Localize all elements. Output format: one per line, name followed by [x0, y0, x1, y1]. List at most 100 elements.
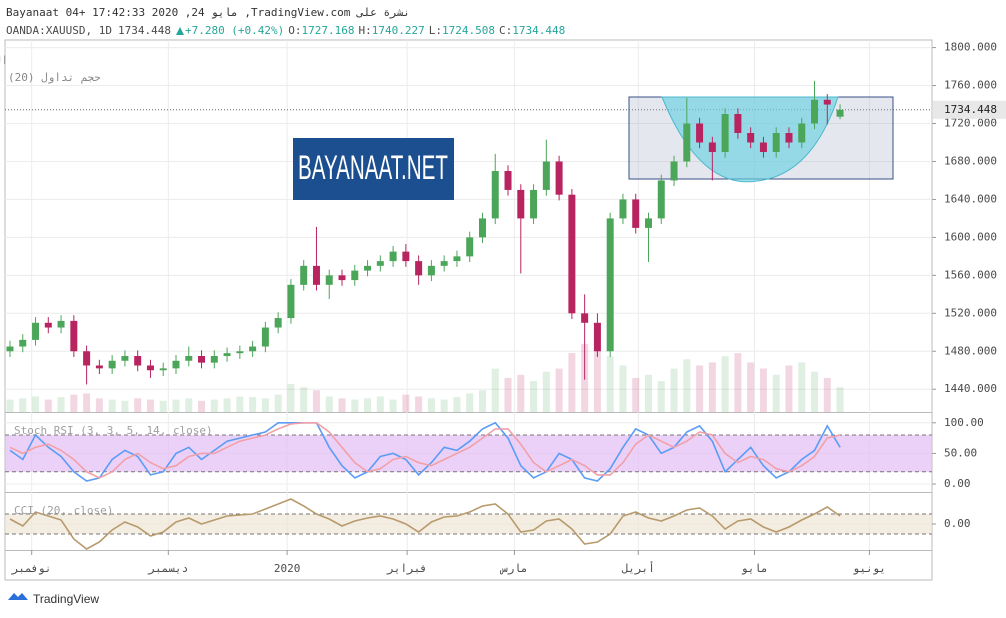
logo-box [293, 138, 454, 200]
volume-bar [696, 365, 704, 412]
volume-bar [6, 399, 14, 412]
volume-bar [70, 394, 78, 412]
footer-icon [8, 593, 28, 600]
volume-bar [108, 399, 116, 412]
candle-body [798, 123, 806, 143]
x-tick-label: مايو [741, 562, 768, 575]
candle-body [683, 123, 691, 162]
ohlc-value: 1734.448 [512, 24, 565, 37]
ohlc-value: 1727.168 [302, 24, 355, 37]
indicator-title: CCI (20, close) [14, 504, 113, 517]
volume-bar [312, 390, 320, 412]
y-tick-label: 1440.000 [944, 382, 997, 395]
volume-bar [530, 381, 538, 412]
candle-body [402, 251, 410, 262]
volume-bar [376, 396, 384, 412]
volume-bar [223, 398, 231, 412]
y-tick-label: 1720.000 [944, 117, 997, 130]
volume-bar [734, 353, 742, 412]
volume-bar [823, 377, 831, 412]
volume-bar [300, 387, 308, 412]
candle-body [734, 114, 742, 133]
footer-brand: TradingView [33, 592, 99, 606]
volume-bar [542, 371, 550, 412]
volume-bar [287, 384, 295, 412]
volume-bar [185, 398, 193, 412]
candle-body [389, 251, 397, 262]
candle-body [542, 161, 550, 190]
ohlc-label: L: [429, 24, 442, 37]
candle-body [287, 284, 295, 319]
indicator-line [9, 421, 841, 482]
candle-body [261, 327, 269, 347]
volume-bar [210, 399, 218, 412]
candle-body [134, 356, 142, 366]
symbol-line: OANDA:XAUUSD, 1D 1734.448 +7.280 (+0.42%) O… [6, 24, 565, 37]
last-price-label: 1734.448 [944, 103, 997, 116]
candle-body [351, 270, 359, 281]
candle-body [198, 356, 206, 363]
candle-body [210, 356, 218, 363]
candle-body [172, 360, 180, 369]
volume-bar [402, 394, 410, 412]
candle-body [312, 265, 320, 285]
volume-bar [121, 400, 129, 412]
volume-bar [759, 368, 767, 412]
indicator-line [9, 498, 841, 550]
candle-body [619, 199, 627, 219]
x-tick-label: أبريل [622, 561, 655, 575]
candle-body [478, 218, 486, 238]
header-line: Bayanaat 04+ 17:42:33 2020 ,24 مايو ,Tra… [6, 6, 410, 19]
candle-body [491, 170, 499, 219]
symbol: OANDA:XAUUSD, 1D [6, 24, 112, 37]
volume-bar [32, 396, 40, 412]
indicator-line [9, 422, 841, 479]
candle-body [19, 339, 27, 347]
candle-body [108, 360, 116, 369]
candle-body [83, 351, 91, 366]
indicator-title: Stoch RSI (3, 3, 5, 14, close) [14, 424, 213, 437]
volume-bar [619, 365, 627, 412]
y-tick-label: 1760.000 [944, 79, 997, 92]
volume-bar [415, 396, 423, 412]
candle-body [146, 365, 154, 371]
volume-bar [261, 398, 269, 412]
volume-bar [83, 393, 91, 412]
candle-body [415, 261, 423, 276]
price-axis [933, 40, 1006, 580]
band-fill [5, 514, 932, 534]
candle-body [427, 265, 435, 276]
volume-bar [95, 398, 103, 412]
candle-body [696, 123, 704, 143]
logo: BAYANAAT.NET [298, 149, 448, 187]
last-price: 1734.448 [118, 24, 171, 37]
candle-body [274, 318, 282, 328]
y-tick-label: 1560.000 [944, 268, 997, 281]
candle-body [32, 322, 40, 340]
volume-bar [389, 399, 397, 412]
volume-bar [172, 399, 180, 412]
volume-bar [440, 399, 448, 412]
volume-bar [836, 387, 844, 412]
y-tick-label: 0.00 [944, 477, 971, 490]
candle-body [670, 161, 678, 181]
volume-bar [134, 398, 142, 412]
x-tick-label: ديسمبر [147, 562, 188, 575]
candle-body [159, 368, 167, 371]
candle-body [785, 133, 793, 143]
volume-bar [478, 390, 486, 412]
candle-body [606, 218, 614, 352]
x-tick-label: 2020 [274, 562, 301, 575]
volume-bar [657, 381, 665, 412]
candle-body [530, 189, 538, 219]
candle-body [338, 275, 346, 281]
volume-bar [593, 350, 601, 412]
last-price-box [933, 100, 1006, 119]
volume-legend: حجم تداول (20) [8, 71, 101, 84]
volume-bar [159, 400, 167, 412]
x-tick-label: فبراير [386, 562, 427, 575]
candle-body [593, 322, 601, 352]
legend-title: الذهب / دولار أمريكي, 1 يوم, OANDA [0, 53, 8, 67]
volume-bar [19, 398, 27, 412]
